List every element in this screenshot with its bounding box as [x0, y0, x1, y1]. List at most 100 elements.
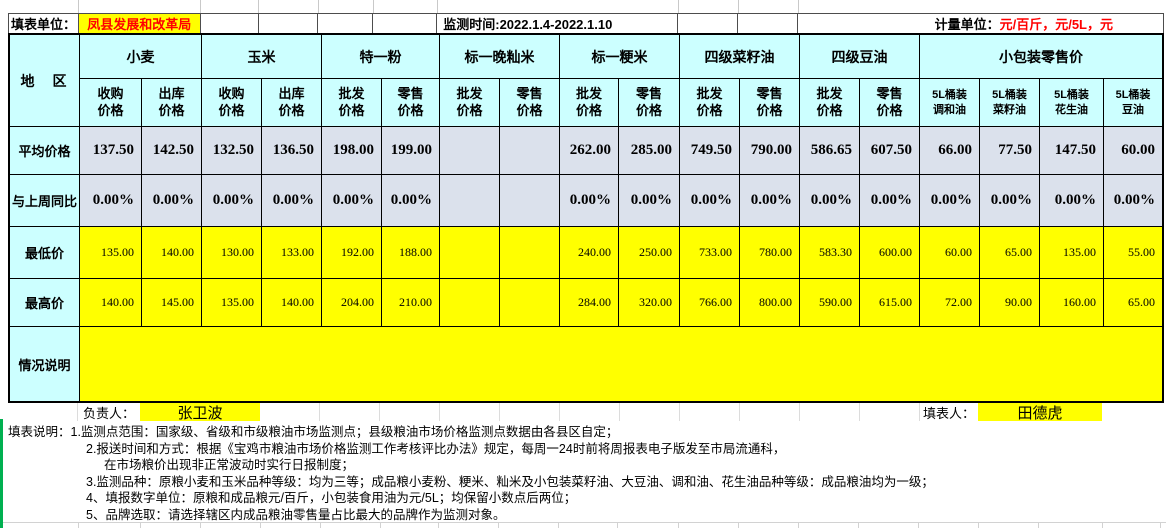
- cell-avg-6[interactable]: [440, 127, 500, 175]
- responsible-name-cell[interactable]: 张卫波: [140, 403, 260, 422]
- cell-avg-1[interactable]: 142.50: [142, 127, 202, 175]
- cell-min-17[interactable]: 55.00: [1104, 227, 1162, 279]
- cell-max-11[interactable]: 800.00: [740, 279, 800, 327]
- cell-avg-3[interactable]: 136.50: [262, 127, 322, 175]
- cell-max-1[interactable]: 145.00: [142, 279, 202, 327]
- cell-wow-2[interactable]: 0.00%: [202, 175, 262, 227]
- cell-min-9[interactable]: 250.00: [619, 227, 680, 279]
- cell-wow-11[interactable]: 0.00%: [740, 175, 800, 227]
- cell-max-8[interactable]: 284.00: [560, 279, 619, 327]
- cell-avg-7[interactable]: [500, 127, 560, 175]
- sign-empty-cell[interactable]: [380, 403, 440, 421]
- sign-empty-cell[interactable]: [860, 403, 920, 421]
- cell-wow-3[interactable]: 0.00%: [262, 175, 322, 227]
- title-empty-cell[interactable]: [318, 14, 374, 33]
- cell-min-6[interactable]: [440, 227, 500, 279]
- cell-avg-17[interactable]: 60.00: [1104, 127, 1162, 175]
- cell-max-3[interactable]: 140.00: [262, 279, 322, 327]
- cell-avg-14[interactable]: 66.00: [920, 127, 980, 175]
- cell-wow-9[interactable]: 0.00%: [619, 175, 680, 227]
- title-empty-cell[interactable]: [678, 14, 738, 33]
- cell-wow-15[interactable]: 0.00%: [980, 175, 1040, 227]
- cell-max-4[interactable]: 204.00: [322, 279, 382, 327]
- sign-empty-cell[interactable]: [680, 403, 740, 421]
- cell-wow-12[interactable]: 0.00%: [800, 175, 860, 227]
- cell-wow-1[interactable]: 0.00%: [142, 175, 202, 227]
- sign-empty-cell[interactable]: [1102, 403, 1160, 421]
- cell-max-0[interactable]: 140.00: [80, 279, 142, 327]
- cell-max-9[interactable]: 320.00: [619, 279, 680, 327]
- cell-avg-8[interactable]: 262.00: [560, 127, 619, 175]
- cell-min-16[interactable]: 135.00: [1040, 227, 1104, 279]
- cell-max-7[interactable]: [500, 279, 560, 327]
- title-empty-cell[interactable]: [373, 14, 438, 33]
- cell-avg-2[interactable]: 132.50: [202, 127, 262, 175]
- cell-max-5[interactable]: 210.00: [382, 279, 440, 327]
- cell-min-14[interactable]: 60.00: [920, 227, 980, 279]
- cell-max-16[interactable]: 160.00: [1040, 279, 1104, 327]
- measure-unit-cell[interactable]: 计量单位： 元/百斤，元/5L，元: [798, 14, 1163, 33]
- cell-max-6[interactable]: [440, 279, 500, 327]
- title-empty-cell[interactable]: [259, 14, 319, 33]
- cell-min-5[interactable]: 188.00: [382, 227, 440, 279]
- cell-wow-5[interactable]: 0.00%: [382, 175, 440, 227]
- cell-wow-16[interactable]: 0.00%: [1040, 175, 1104, 227]
- cell-min-11[interactable]: 780.00: [740, 227, 800, 279]
- colheader-1-0: 收购 价格: [202, 79, 262, 127]
- cell-avg-9[interactable]: 285.00: [619, 127, 680, 175]
- cell-min-3[interactable]: 133.00: [262, 227, 322, 279]
- monitor-time-cell[interactable]: 监测时间:2022.1.4-2022.1.10: [437, 14, 678, 33]
- cell-max-13[interactable]: 615.00: [860, 279, 920, 327]
- cell-avg-16[interactable]: 147.50: [1040, 127, 1104, 175]
- cell-min-1[interactable]: 140.00: [142, 227, 202, 279]
- cell-avg-15[interactable]: 77.50: [980, 127, 1040, 175]
- cell-min-4[interactable]: 192.00: [322, 227, 382, 279]
- cell-max-15[interactable]: 90.00: [980, 279, 1040, 327]
- cell-avg-5[interactable]: 199.00: [382, 127, 440, 175]
- sign-empty-cell[interactable]: [800, 403, 860, 421]
- cell-avg-0[interactable]: 137.50: [80, 127, 142, 175]
- sign-empty-cell[interactable]: [560, 403, 620, 421]
- sign-empty-cell[interactable]: [500, 403, 560, 421]
- cell-min-13[interactable]: 600.00: [860, 227, 920, 279]
- cell-min-0[interactable]: 135.00: [80, 227, 142, 279]
- cell-wow-8[interactable]: 0.00%: [560, 175, 619, 227]
- cell-wow-4[interactable]: 0.00%: [322, 175, 382, 227]
- cell-min-12[interactable]: 583.30: [800, 227, 860, 279]
- title-empty-cell[interactable]: [738, 14, 798, 33]
- cell-min-8[interactable]: 240.00: [560, 227, 619, 279]
- sign-empty-cell[interactable]: [8, 403, 78, 421]
- colheader-3-0: 批发 价格: [440, 79, 500, 127]
- cell-min-7[interactable]: [500, 227, 560, 279]
- title-empty-cell[interactable]: [201, 14, 259, 33]
- sign-empty-cell[interactable]: [620, 403, 680, 421]
- cell-max-10[interactable]: 766.00: [680, 279, 740, 327]
- cell-avg-4[interactable]: 198.00: [322, 127, 382, 175]
- cell-min-15[interactable]: 65.00: [980, 227, 1040, 279]
- sign-empty-cell[interactable]: [260, 403, 320, 421]
- cell-avg-11[interactable]: 790.00: [740, 127, 800, 175]
- cell-avg-13[interactable]: 607.50: [860, 127, 920, 175]
- gridline: [798, 0, 799, 13]
- cell-remark-merged[interactable]: [80, 327, 1162, 401]
- sign-empty-cell[interactable]: [320, 403, 380, 421]
- sign-empty-cell[interactable]: [440, 403, 500, 421]
- cell-wow-17[interactable]: 0.00%: [1104, 175, 1162, 227]
- cell-wow-13[interactable]: 0.00%: [860, 175, 920, 227]
- report-unit-value-cell[interactable]: 凤县发展和改革局: [78, 14, 201, 33]
- cell-avg-10[interactable]: 749.50: [680, 127, 740, 175]
- cell-wow-6[interactable]: [440, 175, 500, 227]
- cell-wow-0[interactable]: 0.00%: [80, 175, 142, 227]
- cell-wow-7[interactable]: [500, 175, 560, 227]
- cell-wow-10[interactable]: 0.00%: [680, 175, 740, 227]
- sign-empty-cell[interactable]: [740, 403, 800, 421]
- cell-avg-12[interactable]: 586.65: [800, 127, 860, 175]
- cell-max-14[interactable]: 72.00: [920, 279, 980, 327]
- cell-max-12[interactable]: 590.00: [800, 279, 860, 327]
- cell-wow-14[interactable]: 0.00%: [920, 175, 980, 227]
- cell-min-2[interactable]: 130.00: [202, 227, 262, 279]
- filler-name-cell[interactable]: 田德虎: [978, 403, 1102, 422]
- cell-max-2[interactable]: 135.00: [202, 279, 262, 327]
- cell-max-17[interactable]: 65.00: [1104, 279, 1162, 327]
- cell-min-10[interactable]: 733.00: [680, 227, 740, 279]
